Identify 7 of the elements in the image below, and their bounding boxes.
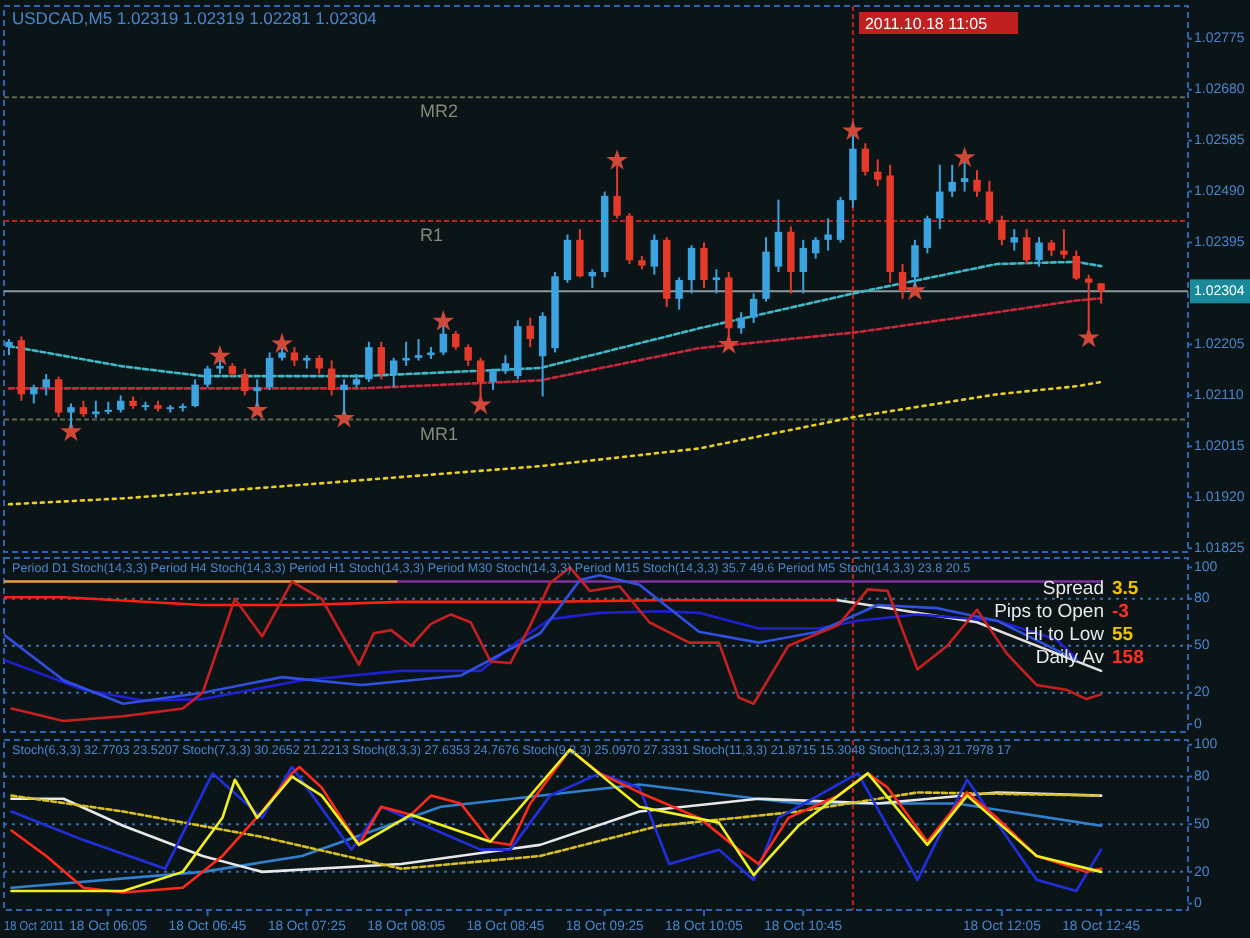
chart-title: USDCAD,M5 1.02319 1.02319 1.02281 1.02304 [12,8,378,28]
ref-line-label: R1 [420,225,444,246]
ref-line-label: MR2 [420,101,459,122]
annotation: Spread 3.5 [1042,578,1140,600]
ref-line-label: 2011.10.18 11:05 [864,15,989,33]
annotation: Pips to Open -3 [994,601,1129,623]
ref-line-label: MR1 [420,423,459,444]
